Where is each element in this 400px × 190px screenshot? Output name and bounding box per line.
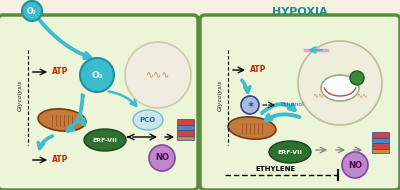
- Text: NO: NO: [348, 161, 362, 169]
- Text: ATP: ATP: [52, 155, 68, 165]
- Text: Ethanol: Ethanol: [280, 101, 304, 107]
- Circle shape: [342, 152, 368, 178]
- FancyBboxPatch shape: [372, 139, 390, 143]
- Text: ATP: ATP: [52, 67, 68, 77]
- Circle shape: [22, 1, 42, 21]
- Text: NO: NO: [155, 154, 169, 162]
- Text: HYPOXIA: HYPOXIA: [272, 7, 328, 17]
- Text: ERF-VII: ERF-VII: [278, 150, 302, 154]
- FancyBboxPatch shape: [0, 15, 198, 190]
- Text: O₂: O₂: [91, 70, 103, 79]
- Circle shape: [125, 42, 191, 108]
- Text: Glycolysis: Glycolysis: [218, 79, 222, 111]
- FancyBboxPatch shape: [178, 136, 194, 140]
- Text: O₂: O₂: [27, 6, 37, 16]
- Ellipse shape: [269, 141, 311, 163]
- Ellipse shape: [84, 129, 126, 151]
- Circle shape: [350, 71, 364, 85]
- Text: ATP: ATP: [250, 66, 266, 74]
- Text: ∿∿: ∿∿: [356, 92, 368, 98]
- Ellipse shape: [133, 110, 163, 130]
- Text: ETHYLENE: ETHYLENE: [255, 166, 295, 172]
- Text: ERF-VII: ERF-VII: [92, 138, 118, 142]
- Ellipse shape: [321, 75, 359, 101]
- Text: ∿∿: ∿∿: [312, 92, 324, 98]
- FancyBboxPatch shape: [178, 120, 194, 126]
- Circle shape: [149, 145, 175, 171]
- FancyBboxPatch shape: [200, 15, 400, 190]
- Circle shape: [298, 41, 382, 125]
- Circle shape: [80, 58, 114, 92]
- Ellipse shape: [228, 117, 276, 139]
- Text: ✶: ✶: [246, 100, 254, 110]
- Ellipse shape: [38, 109, 86, 131]
- Circle shape: [241, 96, 259, 114]
- Text: PCO: PCO: [140, 117, 156, 123]
- Text: ∿∿∿: ∿∿∿: [146, 70, 170, 80]
- FancyBboxPatch shape: [178, 126, 194, 131]
- FancyBboxPatch shape: [372, 143, 390, 150]
- FancyBboxPatch shape: [372, 150, 390, 154]
- Text: Glycolysis: Glycolysis: [18, 79, 22, 111]
- FancyBboxPatch shape: [178, 131, 194, 136]
- FancyBboxPatch shape: [372, 132, 390, 139]
